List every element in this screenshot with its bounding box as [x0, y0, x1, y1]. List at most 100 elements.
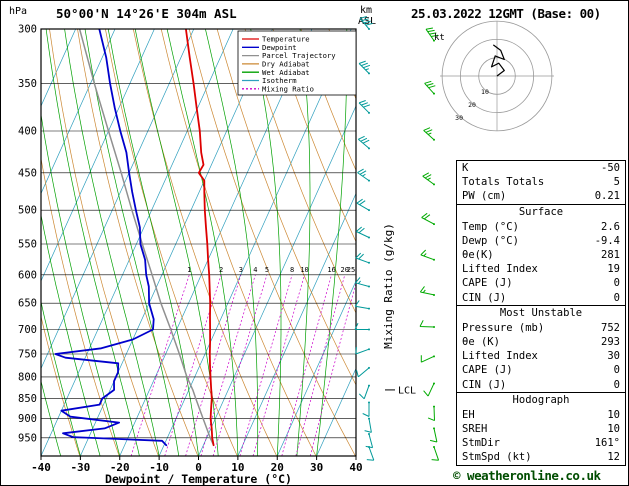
stat-row: Pressure (mb) 752: [457, 321, 625, 335]
stat-value: 12: [607, 451, 620, 464]
stat-row: Dewp (°C) -9.4: [457, 234, 625, 248]
svg-text:3: 3: [239, 266, 243, 274]
svg-text:16: 16: [327, 266, 335, 274]
stat-row: θe (K) 293: [457, 335, 625, 349]
svg-text:400: 400: [18, 126, 37, 138]
wind-barb: [364, 418, 372, 433]
stat-row: CAPE (J) 0: [457, 276, 625, 290]
hodograph-trace: [490, 44, 505, 77]
svg-text:900: 900: [18, 413, 37, 425]
stat-label: StmDir: [462, 437, 500, 450]
stat-value: 0: [613, 364, 620, 377]
wind-barb: [354, 322, 369, 330]
stat-row: CIN (J) 0: [457, 291, 625, 305]
wind-barb: [355, 346, 370, 355]
hodograph-chart: 10 20 30 kt: [434, 20, 554, 132]
stat-value: 30: [607, 350, 620, 363]
svg-text:4: 4: [253, 266, 257, 274]
stat-value: 5: [613, 176, 620, 189]
stat-label: PW (cm): [462, 190, 507, 203]
svg-text:10: 10: [231, 461, 244, 474]
skewt-chart: 1 2 3 4 5 8 10 16 202530035040045050055060065070…: [9, 5, 440, 486]
stat-row: θe(K) 281: [457, 248, 625, 262]
section-title: Surface: [518, 205, 564, 218]
stat-value: 161°: [594, 437, 620, 450]
wind-barb: [357, 135, 370, 149]
svg-text:40: 40: [349, 461, 362, 474]
stat-label: Temp (°C): [462, 220, 519, 233]
svg-text:-20: -20: [110, 461, 130, 474]
stat-row: StmSpd (kt) 12: [457, 450, 625, 464]
x-axis-label: Dewpoint / Temperature (°C): [105, 472, 292, 486]
stat-label: Lifted Index: [462, 263, 538, 276]
stat-label: CAPE (J): [462, 364, 513, 377]
svg-text:300: 300: [18, 24, 37, 36]
wind-barb: [356, 367, 370, 378]
svg-text:Mixing Ratio: Mixing Ratio: [262, 84, 314, 93]
wind-barb: [423, 383, 435, 397]
stat-row: Totals Totals 5: [457, 175, 625, 189]
svg-text:20: 20: [341, 266, 349, 274]
svg-text:Dewpoint: Dewpoint: [262, 43, 297, 52]
svg-text:800: 800: [18, 371, 37, 383]
stat-row: StmDir 161°: [457, 436, 625, 450]
wind-barb: [419, 320, 435, 328]
svg-text:-40: -40: [31, 461, 51, 474]
stat-label: EH: [462, 408, 475, 421]
stat-label: CIN (J): [462, 378, 507, 391]
wind-barb: [358, 385, 370, 400]
indices-box: K -50 Totals Totals 5 PW (cm) 0.21: [456, 160, 626, 205]
stat-value: 752: [601, 321, 620, 334]
most-unstable-box: Most Unstable Pressure (mb) 752 θe (K) 293 Li…: [456, 304, 626, 393]
stat-value: -50: [601, 162, 620, 174]
wind-barb: [419, 286, 435, 296]
stat-label: CIN (J): [462, 291, 507, 304]
asl-label: ASL: [358, 16, 376, 27]
wind-barb: [362, 402, 370, 417]
wind-barb: [357, 168, 370, 182]
stat-value: 281: [601, 249, 620, 262]
svg-text:600: 600: [18, 269, 37, 281]
svg-text:350: 350: [18, 78, 37, 90]
wind-barb: [427, 406, 435, 422]
stat-row: K -50: [457, 161, 625, 175]
stat-value: 10: [607, 408, 620, 421]
stat-value: 293: [601, 336, 620, 349]
stat-row: Lifted Index 19: [457, 262, 625, 276]
dewpoint-curve: [54, 29, 168, 447]
stat-row: Temp (°C) 2.6: [457, 220, 625, 234]
temperature-curve: [185, 29, 215, 447]
stat-label: Lifted Index: [462, 350, 538, 363]
svg-text:750: 750: [18, 348, 37, 360]
hodograph-ring-label: 30: [455, 114, 463, 122]
hodograph-ring: [478, 57, 516, 95]
stat-value: 0.21: [594, 190, 620, 203]
wind-barb: [359, 16, 373, 30]
stat-label: Totals Totals: [462, 176, 545, 189]
wind-barb: [358, 100, 371, 114]
svg-text:700: 700: [18, 324, 37, 336]
svg-text:8: 8: [290, 266, 294, 274]
wind-barb: [366, 446, 375, 461]
hodograph-unit-label: kt: [434, 33, 445, 43]
wind-barb: [355, 252, 370, 264]
svg-text:550: 550: [18, 238, 37, 250]
stat-row: Lifted Index 30: [457, 349, 625, 363]
stats-panel: K -50 Totals Totals 5 PW (cm) 0.21 Surface Temp…: [456, 160, 626, 466]
svg-text:Isotherm: Isotherm: [262, 76, 297, 85]
hodograph-ring: [460, 39, 534, 113]
svg-text:Wet Adiabat: Wet Adiabat: [262, 68, 310, 77]
stat-value: 0: [613, 291, 620, 304]
hodograph-ring: [441, 20, 553, 132]
stat-row: PW (cm) 0.21: [457, 189, 625, 203]
stat-label: θe (K): [462, 336, 500, 349]
svg-text:10: 10: [300, 266, 308, 274]
hodograph-ring-label: 10: [481, 88, 489, 96]
svg-text:-30: -30: [70, 461, 90, 474]
stat-label: Pressure (mb): [462, 321, 545, 334]
mixing-ratio-axis-label: Mixing Ratio (g/kg): [382, 223, 395, 349]
svg-text:1: 1: [187, 266, 191, 274]
lcl-label: LCL: [398, 385, 416, 396]
